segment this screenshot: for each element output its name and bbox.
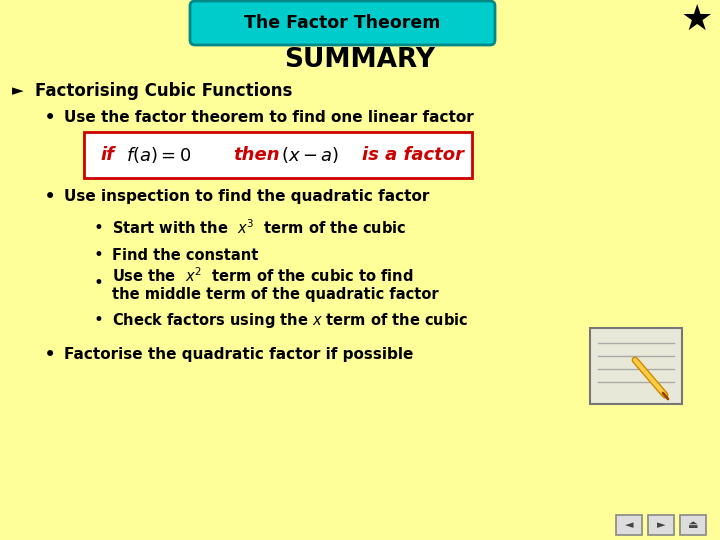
Text: Use the factor theorem to find one linear factor: Use the factor theorem to find one linea… [64, 111, 474, 125]
FancyBboxPatch shape [84, 132, 472, 178]
Text: ⏏: ⏏ [688, 520, 698, 530]
Text: the middle term of the quadratic factor: the middle term of the quadratic factor [112, 287, 438, 302]
Text: ★: ★ [681, 3, 714, 37]
Text: $(x - a)$: $(x - a)$ [281, 145, 339, 165]
Text: then: then [233, 146, 279, 164]
Text: Use inspection to find the quadratic factor: Use inspection to find the quadratic fac… [64, 190, 429, 205]
Text: Start with the  $x^3$  term of the cubic: Start with the $x^3$ term of the cubic [112, 219, 406, 238]
Text: •: • [44, 108, 56, 128]
Text: Check factors using the $x$ term of the cubic: Check factors using the $x$ term of the … [112, 310, 469, 329]
Text: Find the constant: Find the constant [112, 247, 258, 262]
Text: if: if [100, 146, 114, 164]
Text: ►: ► [12, 84, 24, 98]
Text: •: • [44, 345, 56, 365]
Text: •: • [93, 246, 103, 264]
Text: ◄: ◄ [625, 520, 634, 530]
Text: Factorising Cubic Functions: Factorising Cubic Functions [35, 82, 292, 100]
Text: The Factor Theorem: The Factor Theorem [244, 14, 440, 32]
Text: Use the  $x^2$  term of the cubic to find: Use the $x^2$ term of the cubic to find [112, 267, 413, 285]
Text: SUMMARY: SUMMARY [284, 47, 436, 73]
Text: ►: ► [657, 520, 665, 530]
Text: •: • [93, 274, 103, 292]
Text: $f(a) = 0$: $f(a) = 0$ [126, 145, 192, 165]
FancyBboxPatch shape [190, 1, 495, 45]
FancyBboxPatch shape [590, 328, 682, 404]
FancyBboxPatch shape [616, 515, 642, 535]
Text: •: • [93, 311, 103, 329]
Text: is a factor: is a factor [362, 146, 464, 164]
Text: •: • [44, 187, 56, 207]
FancyBboxPatch shape [680, 515, 706, 535]
FancyBboxPatch shape [648, 515, 674, 535]
Text: •: • [93, 219, 103, 237]
Text: Factorise the quadratic factor if possible: Factorise the quadratic factor if possib… [64, 348, 413, 362]
